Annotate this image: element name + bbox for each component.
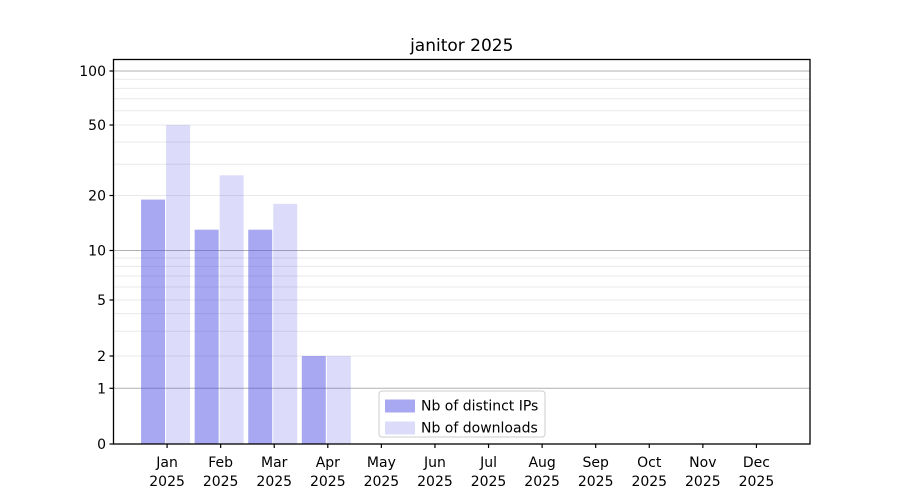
- bar-nb-of-distinct-ips-jan-2025: [141, 199, 166, 444]
- bar-nb-of-downloads-apr-2025: [326, 356, 351, 444]
- legend-box: [378, 390, 546, 438]
- x-tick-label-jun-2025: Jun 2025: [417, 455, 453, 490]
- x-tick-label-sep-2025: Sep 2025: [578, 455, 614, 490]
- x-tick-label-oct-2025: Oct 2025: [631, 455, 667, 490]
- x-tick-label-aug-2025: Aug 2025: [524, 455, 560, 490]
- x-axis: Jan 2025 Feb 2025 Mar 2025 Apr 2025 May 2025 Jun 20…: [149, 444, 774, 490]
- bar-nb-of-downloads-mar-2025: [273, 203, 298, 444]
- y-tick-label-10: 10: [88, 244, 106, 260]
- y-tick-label-0: 0: [97, 437, 106, 453]
- bar-nb-of-distinct-ips-apr-2025: [301, 356, 326, 444]
- x-tick-label-nov-2025: Nov 2025: [685, 455, 721, 490]
- legend: Nb of distinct IPs Nb of downloads: [378, 390, 546, 438]
- y-tick-label-5: 5: [97, 293, 106, 309]
- bar-nb-of-distinct-ips-mar-2025: [248, 229, 273, 444]
- chart-title: janitor 2025: [409, 36, 513, 56]
- legend-swatch-distinct-ips: [385, 399, 415, 413]
- legend-swatch-downloads: [385, 421, 415, 435]
- y-tick-label-1: 1: [97, 381, 106, 397]
- y-axis: 0 1 2 5 10 20 50 100: [79, 64, 114, 453]
- x-tick-label-may-2025: May 2025: [364, 455, 400, 490]
- legend-label-distinct-ips: Nb of distinct IPs: [421, 399, 538, 415]
- x-tick-label-feb-2025: Feb 2025: [203, 455, 239, 490]
- gridlines: [113, 70, 810, 389]
- x-tick-label-jan-2025: Jan 2025: [149, 455, 185, 490]
- x-tick-label-dec-2025: Dec 2025: [739, 455, 775, 490]
- legend-label-downloads: Nb of downloads: [421, 421, 538, 437]
- bar-nb-of-downloads-jan-2025: [166, 125, 191, 444]
- x-tick-label-jul-2025: Jul 2025: [471, 455, 507, 490]
- x-tick-label-mar-2025: Mar 2025: [256, 455, 292, 490]
- y-tick-label-50: 50: [88, 118, 106, 134]
- y-tick-label-100: 100: [79, 64, 106, 80]
- y-tick-label-2: 2: [97, 349, 106, 365]
- bar-nb-of-distinct-ips-feb-2025: [194, 229, 219, 444]
- bar-nb-of-downloads-feb-2025: [219, 175, 244, 444]
- x-tick-label-apr-2025: Apr 2025: [310, 455, 346, 490]
- y-tick-label-20: 20: [88, 189, 106, 205]
- plot-border: [112, 58, 811, 445]
- bar-series-group: [141, 125, 351, 444]
